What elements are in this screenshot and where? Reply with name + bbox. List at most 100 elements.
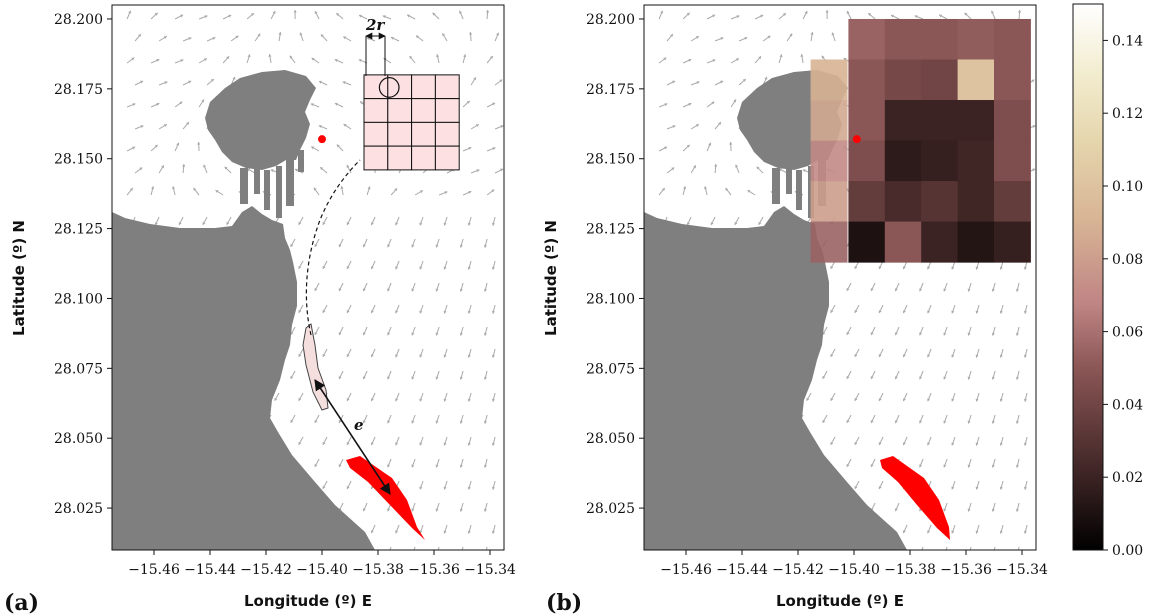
current-arrow-head xyxy=(725,187,729,191)
current-arrow-head xyxy=(435,332,439,336)
y-tick-label: 28.100 xyxy=(54,291,103,307)
grid-cell xyxy=(411,121,436,147)
current-arrow-head xyxy=(939,14,943,18)
current-arrow-head xyxy=(467,398,471,402)
current-arrow-head xyxy=(500,125,504,129)
current-arrow-head xyxy=(756,166,760,170)
y-tick-label: 28.175 xyxy=(54,82,103,98)
current-arrow-head xyxy=(802,169,806,173)
heatmap-edge-cell xyxy=(810,59,848,101)
current-arrow-head xyxy=(991,464,995,468)
current-arrow-head xyxy=(443,266,447,270)
current-arrow-head xyxy=(459,10,463,14)
colorbar-gradient xyxy=(1072,3,1104,551)
current-arrow-head xyxy=(774,552,777,555)
current-arrow-head xyxy=(714,164,718,167)
current-arrow-head xyxy=(975,310,979,314)
search-radius-circle xyxy=(378,77,400,98)
current-arrow-head xyxy=(854,265,858,269)
current-arrow-head xyxy=(806,397,810,401)
current-arrow-head xyxy=(664,103,668,107)
current-arrow-head xyxy=(483,288,488,292)
current-arrow-head xyxy=(342,81,346,85)
current-arrow-head xyxy=(822,419,826,423)
current-arrow-head xyxy=(1023,486,1028,490)
y-axis-ticks: 28.025 28.050 28.075 28.100 28.125 28.150 28.1… xyxy=(586,12,644,517)
current-arrow-head xyxy=(878,354,882,358)
current-arrow-head xyxy=(235,35,239,39)
current-arrow-head xyxy=(693,165,696,169)
current-arrow-head xyxy=(293,10,297,13)
current-arrow-head xyxy=(363,552,366,555)
current-arrow-head xyxy=(370,222,374,226)
cell-grid xyxy=(363,74,460,171)
current-arrow-head xyxy=(172,186,176,190)
current-arrow-head xyxy=(491,189,495,193)
heatmap-cell xyxy=(884,59,922,101)
panel-b: −15.46 −15.44 −15.42 −15.40 −15.38 −15.36 −15.… xyxy=(542,4,1048,615)
current-arrow-head xyxy=(298,221,302,225)
grid-cell xyxy=(387,98,413,123)
current-arrow-head xyxy=(483,508,488,512)
current-arrow-head xyxy=(854,353,858,357)
current-arrow-head xyxy=(951,310,955,314)
current-arrow-head xyxy=(1023,530,1028,534)
current-arrow-head xyxy=(821,55,825,59)
current-arrow-head xyxy=(395,530,399,534)
current-arrow-head xyxy=(830,265,834,269)
current-arrow-head xyxy=(943,288,947,292)
current-arrow-head xyxy=(902,310,906,314)
x-axis-ticks: −15.46 −15.44 −15.42 −15.40 −15.38 −15.36 −15.… xyxy=(128,550,516,578)
current-arrow-head xyxy=(204,15,208,19)
current-arrow-head xyxy=(491,398,496,402)
current-arrow-head xyxy=(443,486,447,490)
current-arrow-head xyxy=(991,10,995,14)
current-arrow-head xyxy=(831,32,835,36)
current-arrow-head xyxy=(395,222,399,226)
current-arrow-head xyxy=(999,354,1003,358)
colorbar-tick-label: 0.00 xyxy=(1112,543,1143,559)
current-arrow-head xyxy=(951,266,955,270)
current-arrow-head xyxy=(894,332,898,336)
current-arrow-head xyxy=(298,441,302,445)
current-arrow-head xyxy=(943,508,947,512)
current-arrow-head xyxy=(927,530,931,534)
y-tick-label: 28.025 xyxy=(586,501,635,517)
current-arrow-head xyxy=(291,552,294,555)
current-arrow-head xyxy=(736,15,740,19)
grid-cell xyxy=(434,98,460,123)
current-arrow-head xyxy=(1015,332,1020,336)
radius-bracket xyxy=(365,32,386,76)
current-arrow-head xyxy=(419,222,423,226)
current-arrow-head xyxy=(311,146,315,150)
grid-cell xyxy=(363,145,389,171)
current-arrow-head xyxy=(878,486,882,490)
current-arrow-head xyxy=(991,508,995,512)
current-arrow-head xyxy=(466,100,470,104)
current-arrow-head xyxy=(395,354,399,358)
current-arrow-head xyxy=(492,147,496,151)
x-tick-label: −15.44 xyxy=(184,562,236,578)
current-arrow-head xyxy=(289,55,293,59)
current-arrow-head xyxy=(718,122,721,126)
current-arrow-head xyxy=(999,266,1003,270)
current-arrow xyxy=(437,546,440,550)
current-arrow-head xyxy=(338,244,342,248)
current-arrow-head xyxy=(338,332,342,336)
current-arrow-head xyxy=(902,266,906,270)
current-arrow-head xyxy=(232,76,236,80)
current-arrow-head xyxy=(298,309,302,313)
current-arrow-head xyxy=(895,552,898,555)
current-arrow-head xyxy=(964,12,968,16)
current-arrow-head xyxy=(290,419,294,423)
current-arrow-head xyxy=(734,221,738,225)
current-arrow-head xyxy=(830,353,834,357)
x-axis-label: Longitude (º) E xyxy=(776,592,904,610)
current-arrow xyxy=(389,546,392,550)
heatmap-cell xyxy=(957,181,995,223)
current-arrow-head xyxy=(322,265,326,269)
current-arrow-head xyxy=(992,553,995,556)
current-arrow-head xyxy=(927,310,931,314)
current-arrow-head xyxy=(180,59,184,63)
